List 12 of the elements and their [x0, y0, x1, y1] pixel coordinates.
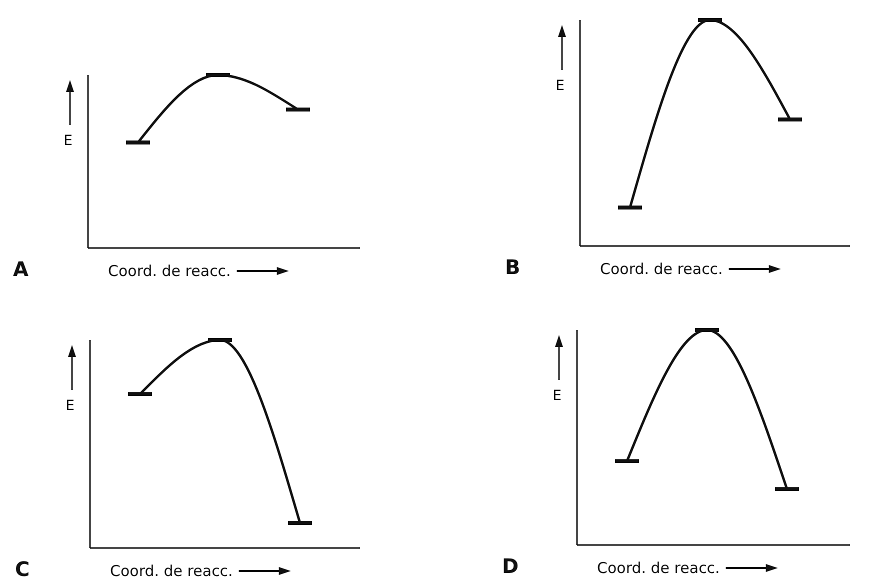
text: A [13, 257, 29, 281]
x-axis-title: Coord. de reacc. [600, 260, 723, 278]
x-axis-title: Coord. de reacc. [597, 559, 720, 577]
text: D [502, 554, 519, 578]
y-axis-title: E [556, 78, 564, 94]
text: B [505, 255, 520, 279]
y-axis-title: E [552, 388, 562, 404]
x-axis-title: Coord. de reacc. [110, 562, 233, 580]
text: C [15, 557, 30, 581]
y-axis-title: E [64, 133, 72, 149]
x-axis-title: Coord. de reacc. [108, 262, 231, 280]
y-axis-title: E [66, 398, 74, 414]
